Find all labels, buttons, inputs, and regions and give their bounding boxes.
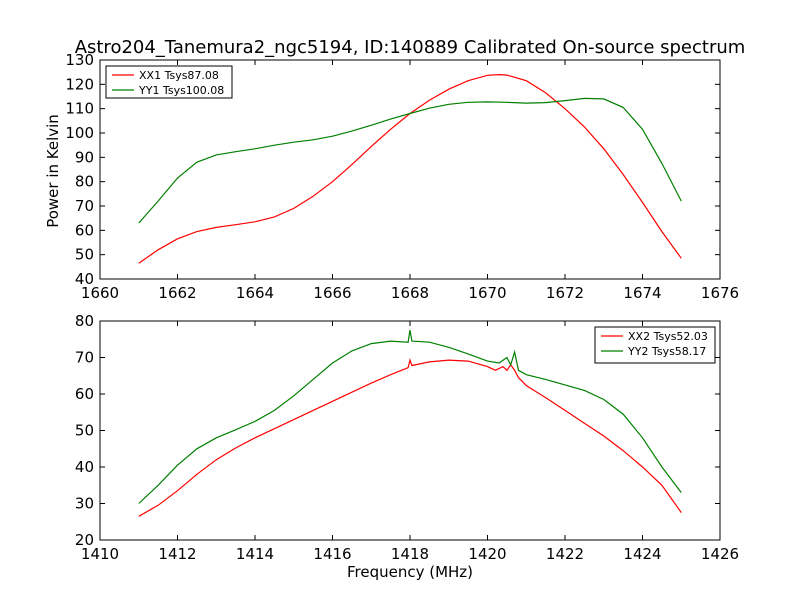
x-tick-label: 1410 [81,545,119,563]
y-tick-label: 70 [75,349,94,367]
x-tick-label: 1672 [546,284,584,302]
x-tick-label: 1668 [391,284,429,302]
bottom-panel-xx2-yy2: 1410 1412 1414 1416 1418 1420 1422 1424 1426 20 30… [75,312,739,563]
x-axis-label: Frequency (MHz) [347,563,473,581]
y-tick-label: 110 [65,100,94,118]
x-tick-label: 1416 [313,545,351,563]
series-line-xx1 [138,73,682,264]
x-tick-label: 1664 [236,284,274,302]
y-tick-label: 20 [75,531,94,549]
y-axis-label: Power in Kelvin [44,114,62,228]
legend-entry: XX2 Tsys52.03 [628,330,708,343]
series-line-yy2 [138,329,682,504]
y-tick-label: 100 [65,124,94,142]
legend-entry: XX1 Tsys87.08 [139,69,219,82]
legend-entry: YY1 Tsys100.08 [138,84,224,97]
x-tick-label: 1424 [623,545,661,563]
x-tick-label: 1666 [313,284,351,302]
legend-box [594,326,716,364]
legend: XX1 Tsys87.08 YY1 Tsys100.08 [105,65,233,99]
x-tick-label: 1662 [158,284,196,302]
x-tick-label: 1420 [468,545,506,563]
x-tick-label: 1670 [468,284,506,302]
y-tick-label: 130 [65,51,94,69]
x-tick-label: 1414 [236,545,274,563]
x-tick-label: 1674 [623,284,661,302]
x-tick-label: 1422 [546,545,584,563]
series-line-xx2 [138,358,682,517]
series-line-yy1 [138,97,682,224]
y-tick-label: 30 [75,495,94,513]
x-tick-label: 1426 [701,545,739,563]
y-tick-label: 90 [75,148,94,166]
y-tick-label: 120 [65,75,94,93]
y-tick-label: 40 [75,458,94,476]
legend: XX2 Tsys52.03 YY2 Tsys58.17 [594,326,716,364]
y-tick-label: 60 [75,385,94,403]
y-tick-label: 80 [75,312,94,330]
x-tick-label: 1676 [701,284,739,302]
y-tick-label: 60 [75,221,94,239]
chart-title: Astro204_Tanemura2_ngc5194, ID:140889 Ca… [75,37,746,58]
x-tick-label: 1418 [391,545,429,563]
legend-box [105,65,233,99]
y-tick-label: 40 [75,270,94,288]
y-tick-label: 70 [75,197,94,215]
x-tick-label: 1660 [81,284,119,302]
top-panel-xx1-yy1: 1660 1662 1664 1666 1668 1670 1672 1674 1676 40 50… [65,51,739,302]
y-tick-label: 80 [75,173,94,191]
x-tick-label: 1412 [158,545,196,563]
legend-entry: YY2 Tsys58.17 [627,345,706,358]
y-tick-label: 50 [75,422,94,440]
y-tick-label: 50 [75,246,94,264]
